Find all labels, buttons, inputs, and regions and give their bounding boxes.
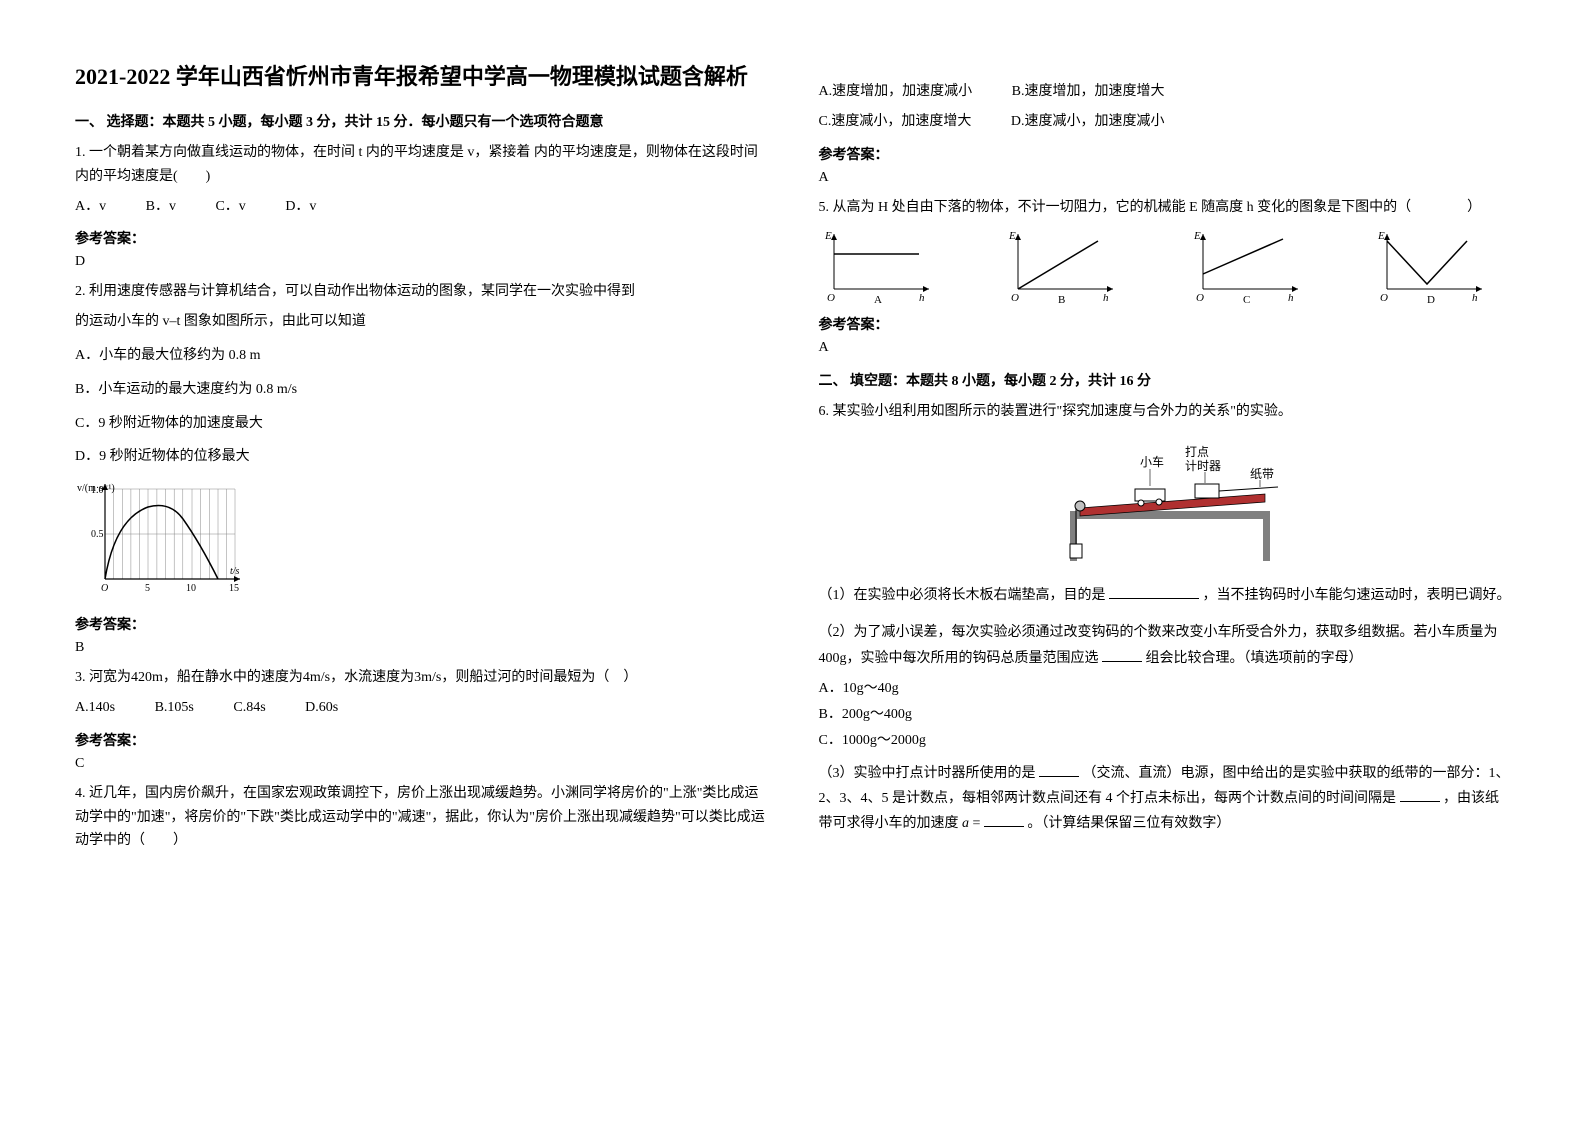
q1-opt-b: B．v [146, 199, 176, 214]
q6-sub2-opt-a: A．10g～40g [819, 677, 1513, 697]
q4-opt-d: D.速度减小，加速度减小 [1011, 114, 1165, 129]
svg-text:D: D [1427, 294, 1435, 304]
section2-heading: 二、 填空题：本题共 8 小题，每小题 2 分，共计 16 分 [819, 370, 1513, 390]
q6-sub3-blank1 [1039, 763, 1079, 777]
svg-text:h: h [1472, 292, 1478, 304]
q6-sub2-opt-b: B．200g～400g [819, 703, 1513, 723]
q5-choice-c: E O h C [1188, 229, 1308, 304]
svg-text:E: E [1377, 230, 1385, 242]
q6-sub1-blank [1109, 585, 1199, 599]
svg-text:h: h [1103, 292, 1109, 304]
q1-answer-label: 参考答案： [75, 228, 769, 248]
q3-opt-b: B.105s [155, 700, 194, 715]
svg-text:0.5: 0.5 [91, 529, 104, 540]
left-column: 2021-2022 学年山西省忻州市青年报希望中学高一物理模拟试题含解析 一、 … [50, 60, 794, 1082]
q2-vt-chart: v/(m·s⁻¹) 1.0 0.5 O 5 10 15 t/s [75, 479, 769, 604]
svg-text:1.0: 1.0 [91, 485, 104, 496]
q6-sub2-blank [1102, 648, 1142, 662]
svg-text:5: 5 [145, 583, 150, 594]
q6-sub1-tail: ，当不挂钩码时小车能匀速运动时，表明已调好。 [1203, 588, 1511, 603]
q4-opt-b: B.速度增加，加速度增大 [1012, 84, 1165, 99]
svg-text:B: B [1058, 294, 1065, 304]
diagram-timer-label2: 计时器 [1185, 459, 1221, 473]
q2-opt-d: D．9 秒附近物体的位移最大 [75, 445, 769, 469]
q5-choice-d: E O h D [1372, 229, 1492, 304]
svg-text:10: 10 [186, 583, 196, 594]
q3-stem: 3. 河宽为420m，船在静水中的速度为4m/s，水流速度为3m/s，则船过河的… [75, 666, 769, 690]
svg-text:t/s: t/s [230, 566, 240, 577]
q6-diagram: 小车 打点 计时器 纸带 [1040, 436, 1290, 571]
q6-sub3-symbol: a [962, 816, 969, 831]
q4-options-row2: C.速度减小，加速度增大 D.速度减小，加速度减小 [819, 110, 1513, 134]
q6-sub2-tail: 组会比较合理。（填选项前的字母） [1146, 651, 1363, 666]
q6-sub3d: = [973, 816, 981, 831]
svg-text:O: O [1011, 292, 1019, 304]
q2-answer-label: 参考答案： [75, 614, 769, 634]
diagram-timer-label1: 打点 [1185, 445, 1209, 459]
q3-answer-label: 参考答案： [75, 730, 769, 750]
svg-text:A: A [874, 294, 882, 304]
q2-stem-1: 2. 利用速度传感器与计算机结合，可以自动作出物体运动的图象，某同学在一次实验中… [75, 280, 769, 304]
svg-text:C: C [1243, 294, 1250, 304]
q6-sub3a: （3）实验中打点计时器所使用的是 [819, 766, 1036, 781]
q5-stem: 5. 从高为 H 处自由下落的物体，不计一切阻力，它的机械能 E 随高度 h 变… [819, 196, 1513, 220]
q6-sub2-opt-c: C．1000g～2000g [819, 729, 1513, 749]
q2-stem-2-text: 的运动小车的 v–t 图象如图所示，由此可以知道 [75, 314, 366, 329]
q4-options-row1: A.速度增加，加速度减小 B.速度增加，加速度增大 [819, 80, 1513, 104]
diagram-tape-label: 纸带 [1250, 467, 1274, 481]
diagram-cart-label: 小车 [1140, 454, 1164, 469]
q4-stem: 4. 近几年，国内房价飙升，在国家宏观政策调控下，房价上涨出现减缓趋势。小渊同学… [75, 782, 769, 853]
q2-opt-b: B．小车运动的最大速度约为 0.8 m/s [75, 378, 769, 402]
q6-sub1-text: （1）在实验中必须将长木板右端垫高，目的是 [819, 588, 1106, 603]
q2-stem-2: 的运动小车的 v–t 图象如图所示，由此可以知道 [75, 310, 769, 334]
q2-opt-a: A．小车的最大位移约为 0.8 m [75, 344, 769, 368]
q4-opt-a: A.速度增加，加速度减小 [819, 84, 973, 99]
svg-text:O: O [1380, 292, 1388, 304]
q5-answer: A [819, 340, 1513, 356]
svg-text:h: h [1288, 292, 1294, 304]
q6-stem: 6. 某实验小组利用如图所示的装置进行"探究加速度与合外力的关系"的实验。 [819, 400, 1513, 424]
q3-opt-c: C.84s [233, 700, 265, 715]
q4-opt-c: C.速度减小，加速度增大 [819, 114, 972, 129]
q1-options: A．v B．v C．v D．v [75, 195, 769, 219]
svg-text:O: O [827, 292, 835, 304]
doc-title: 2021-2022 学年山西省忻州市青年报希望中学高一物理模拟试题含解析 [75, 60, 769, 93]
q6-sub2: （2）为了减小误差，每次实验必须通过改变钩码的个数来改变小车所受合外力，获取多组… [819, 620, 1513, 670]
q6-sub2-options: A．10g～40g B．200g～400g C．1000g～2000g [819, 677, 1513, 749]
svg-text:O: O [101, 583, 108, 594]
svg-text:15: 15 [229, 583, 239, 594]
q4-answer: A [819, 170, 1513, 186]
q3-opt-d: D.60s [305, 700, 338, 715]
q5-choice-a: E O h A [819, 229, 939, 304]
q6-sub3-blank3 [984, 813, 1024, 827]
q5-answer-label: 参考答案： [819, 314, 1513, 334]
q2-answer: B [75, 640, 769, 656]
svg-text:E: E [1193, 230, 1201, 242]
q3-opt-a: A.140s [75, 700, 115, 715]
q4-answer-label: 参考答案： [819, 144, 1513, 164]
q1-opt-c: C．v [215, 199, 245, 214]
q1-opt-d: D．v [285, 199, 316, 214]
svg-text:h: h [919, 292, 925, 304]
svg-text:E: E [824, 230, 832, 242]
q1-opt-a: A．v [75, 199, 106, 214]
q6-sub1: （1）在实验中必须将长木板右端垫高，目的是 ，当不挂钩码时小车能匀速运动时，表明… [819, 583, 1513, 608]
q3-answer: C [75, 756, 769, 772]
q5-choice-b: E O h B [1003, 229, 1123, 304]
q5-graph-choices: E O h A E O h B [819, 229, 1513, 304]
section1-heading: 一、 选择题：本题共 5 小题，每小题 3 分，共计 15 分．每小题只有一个选… [75, 111, 769, 131]
q6-sub3: （3）实验中打点计时器所使用的是 （交流、直流）电源，图中给出的是实验中获取的纸… [819, 761, 1513, 837]
q2-opt-c: C．9 秒附近物体的加速度最大 [75, 412, 769, 436]
right-column: A.速度增加，加速度减小 B.速度增加，加速度增大 C.速度减小，加速度增大 D… [794, 60, 1538, 1082]
svg-text:E: E [1008, 230, 1016, 242]
q6-sub3e: 。（计算结果保留三位有效数字） [1027, 816, 1230, 831]
q3-options: A.140s B.105s C.84s D.60s [75, 696, 769, 720]
q1-stem: 1. 一个朝着某方向做直线运动的物体，在时间 t 内的平均速度是 v，紧接着 内… [75, 141, 769, 189]
q6-sub3-blank2 [1400, 788, 1440, 802]
svg-text:O: O [1196, 292, 1204, 304]
q1-answer: D [75, 254, 769, 270]
